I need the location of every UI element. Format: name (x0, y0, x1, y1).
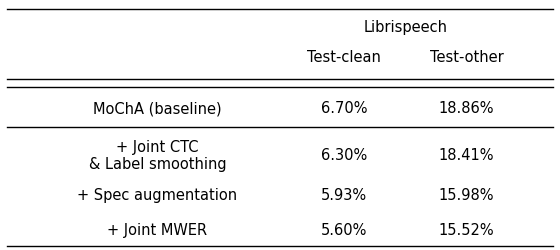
Text: + Spec augmentation: + Spec augmentation (77, 188, 237, 203)
Text: Test-other: Test-other (430, 50, 503, 64)
Text: Test-clean: Test-clean (307, 50, 381, 64)
Text: 6.30%: 6.30% (321, 148, 367, 164)
Text: 15.98%: 15.98% (439, 188, 494, 203)
Text: 18.86%: 18.86% (439, 102, 494, 116)
Text: 5.60%: 5.60% (321, 222, 367, 238)
Text: 18.41%: 18.41% (439, 148, 494, 164)
Text: Librispeech: Librispeech (363, 20, 447, 35)
Text: + Joint CTC
& Label smoothing: + Joint CTC & Label smoothing (88, 140, 226, 172)
Text: 15.52%: 15.52% (439, 222, 494, 238)
Text: 5.93%: 5.93% (321, 188, 367, 203)
Text: MoChA (baseline): MoChA (baseline) (93, 102, 222, 116)
Text: + Joint MWER: + Joint MWER (108, 222, 207, 238)
Text: 6.70%: 6.70% (321, 102, 367, 116)
